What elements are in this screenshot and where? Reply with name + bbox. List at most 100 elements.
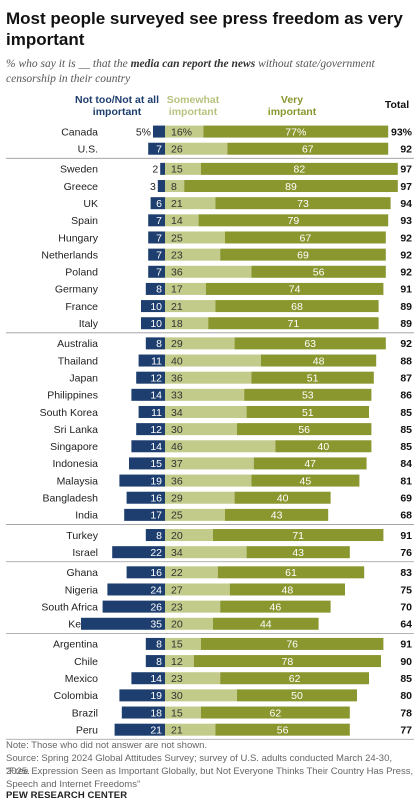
label-not-important: 15 (150, 458, 162, 470)
bar-very-important (234, 491, 331, 504)
bar-somewhat-important (165, 689, 237, 702)
label-somewhat-important: 29 (171, 338, 183, 350)
country-label: Malaysia (57, 475, 99, 487)
bar-very-important (198, 214, 389, 227)
label-not-important: 18 (150, 707, 162, 719)
label-somewhat-important: 23 (171, 673, 183, 685)
country-label: Sweden (60, 164, 98, 176)
bar-not-important (148, 214, 165, 227)
label-total: 69 (400, 493, 412, 505)
country-label: Nigeria (65, 584, 98, 596)
label-somewhat-important: 17 (171, 284, 183, 296)
bar-very-important (215, 300, 379, 313)
chart-title: Most people surveyed see press freedom a… (6, 9, 403, 49)
bar-somewhat-important (165, 388, 245, 401)
bar-not-important (138, 354, 165, 367)
bar-not-important (150, 197, 165, 210)
label-very-important: 79 (288, 215, 300, 227)
label-not-important: 3 (150, 181, 156, 193)
legend-somewhat-important: Somewhat important (166, 94, 220, 118)
bar-very-important (220, 248, 386, 261)
label-total: 97 (400, 181, 412, 193)
bar-not-important (81, 617, 165, 630)
label-somewhat-important: 15 (171, 707, 183, 719)
bar-somewhat-important (165, 706, 201, 719)
label-very-important: 71 (292, 530, 304, 542)
bar-somewhat-important (165, 600, 221, 613)
label-very-important: 46 (270, 601, 282, 613)
label-very-important: 43 (271, 510, 283, 522)
label-not-important: 19 (150, 690, 162, 702)
bar-not-important (131, 672, 165, 685)
country-label: Indonesia (52, 458, 98, 470)
country-label: Greece (64, 181, 99, 193)
bar-somewhat-important (165, 317, 209, 330)
bar-very-important (261, 354, 377, 367)
label-very-important: 61 (285, 567, 297, 579)
label-somewhat-important: 12 (171, 656, 183, 668)
label-very-important: 48 (282, 584, 294, 596)
country-label: Sri Lanka (54, 424, 99, 436)
bar-not-important (153, 125, 165, 138)
pew-logo-text: PEW RESEARCH CENTER (6, 790, 128, 801)
label-somewhat-important: 18 (171, 318, 183, 330)
country-label: Brazil (72, 707, 98, 719)
label-somewhat-important: 23 (171, 601, 183, 613)
label-total: 87 (400, 372, 412, 384)
bar-not-important (136, 423, 165, 436)
country-label: Bangladesh (43, 493, 99, 505)
bar-very-important (253, 457, 367, 470)
bar-somewhat-important (165, 405, 247, 418)
bar-somewhat-important (165, 508, 225, 521)
country-label: Singapore (50, 441, 98, 453)
bar-not-important (129, 457, 165, 470)
label-not-important: 35 (150, 619, 162, 631)
country-label: U.S. (78, 144, 98, 156)
bar-somewhat-important (165, 440, 276, 453)
label-somewhat-important: 33 (171, 390, 183, 402)
bar-very-important (246, 546, 350, 559)
label-total: 92 (400, 232, 412, 244)
label-somewhat-important: 37 (171, 458, 183, 470)
bar-not-important (136, 371, 165, 384)
label-total: 91 (400, 639, 412, 651)
label-total: 85 (400, 407, 412, 419)
bar-very-important (225, 508, 329, 521)
label-very-important: 51 (307, 372, 319, 384)
bar-somewhat-important (165, 457, 254, 470)
subtitle-post: without state/government censorship in t… (6, 58, 375, 85)
chart-subtitle: % who say it is __ that the media can re… (6, 57, 412, 87)
label-somewhat-important: 22 (171, 567, 183, 579)
bar-somewhat-important (165, 672, 221, 685)
country-label: Mexico (65, 673, 98, 685)
country-label: Argentina (53, 639, 98, 651)
label-not-important: 12 (150, 372, 162, 384)
label-total: 84 (400, 458, 412, 470)
bar-somewhat-important (165, 583, 230, 596)
legend-total: Total (384, 99, 410, 111)
bar-very-important (251, 265, 386, 278)
label-somewhat-important: 25 (171, 232, 183, 244)
label-total: 70 (400, 601, 412, 613)
country-label: Italy (79, 318, 99, 330)
bar-very-important (251, 371, 374, 384)
label-not-important: 16 (150, 493, 162, 505)
bar-not-important (148, 248, 165, 261)
bar-not-important (157, 180, 165, 193)
label-total: 80 (400, 690, 412, 702)
label-total: 89 (400, 301, 412, 313)
bar-not-important (145, 282, 165, 295)
subtitle-pre: % who say it is __ that the (6, 58, 131, 70)
label-total: 76 (400, 547, 412, 559)
label-very-important: 68 (291, 301, 303, 313)
label-somewhat-important: 40 (171, 355, 183, 367)
chart-source: Source: Spring 2024 Global Attitudes Sur… (6, 753, 393, 777)
country-label: Canada (61, 126, 98, 138)
label-very-important: 67 (300, 232, 312, 244)
bar-not-important (126, 491, 165, 504)
country-label: Chile (74, 656, 98, 668)
label-not-important: 21 (150, 724, 162, 736)
bar-somewhat-important (165, 162, 201, 175)
country-label: Thailand (58, 355, 98, 367)
bar-not-important (131, 388, 165, 401)
